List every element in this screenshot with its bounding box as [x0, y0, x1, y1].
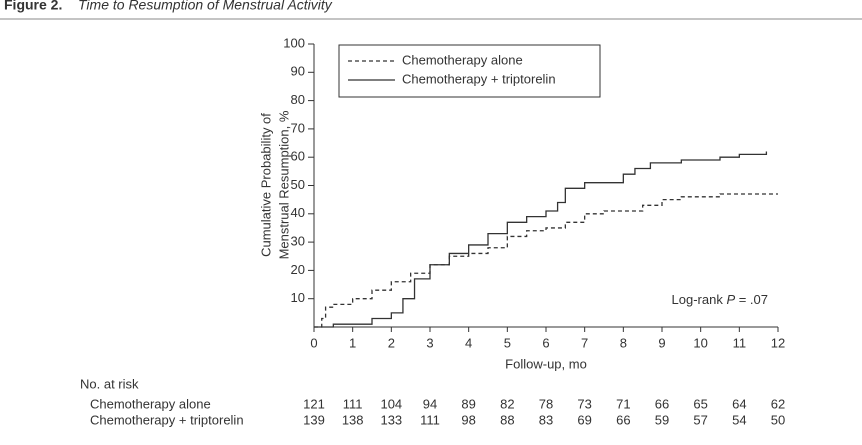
x-tick-label: 2: [388, 335, 395, 350]
chart-title: Time to Resumption of Menstrual Activity: [78, 0, 333, 13]
risk-value: 78: [539, 396, 553, 411]
y-tick-label: 20: [291, 262, 305, 277]
risk-row-label: Chemotherapy alone: [90, 396, 211, 411]
y-axis-label: Cumulative Probability of: [258, 113, 273, 257]
y-axis-label: Menstrual Resumption, %: [276, 110, 291, 259]
risk-value: 66: [616, 412, 630, 427]
y-tick-label: 40: [291, 205, 305, 220]
series-line: [314, 151, 768, 328]
risk-value: 65: [693, 396, 707, 411]
y-tick-label: 80: [291, 92, 305, 107]
y-tick-label: 30: [291, 234, 305, 249]
series-line: [314, 193, 778, 328]
x-tick-label: 7: [581, 335, 588, 350]
risk-row-label: Chemotherapy + triptorelin: [90, 412, 244, 427]
legend-label: Chemotherapy + triptorelin: [402, 71, 556, 86]
legend-label: Chemotherapy alone: [402, 52, 523, 67]
annotation: Log-rank P = .07: [672, 292, 768, 307]
risk-value: 69: [577, 412, 591, 427]
x-tick-label: 12: [771, 335, 785, 350]
x-axis-label: Follow-up, mo: [505, 356, 587, 371]
y-tick-label: 70: [291, 120, 305, 135]
y-tick-label: 10: [291, 290, 305, 305]
y-tick-label: 60: [291, 149, 305, 164]
risk-value: 73: [577, 396, 591, 411]
risk-value: 138: [342, 412, 364, 427]
x-tick-label: 6: [542, 335, 549, 350]
risk-value: 71: [616, 396, 630, 411]
risk-value: 88: [500, 412, 514, 427]
x-tick-label: 11: [733, 335, 747, 350]
risk-value: 104: [380, 396, 402, 411]
risk-value: 111: [420, 412, 440, 427]
risk-value: 89: [461, 396, 475, 411]
x-tick-label: 9: [658, 335, 665, 350]
risk-value: 133: [380, 412, 402, 427]
risk-value: 62: [771, 396, 785, 411]
risk-value: 66: [655, 396, 669, 411]
risk-value: 64: [732, 396, 746, 411]
y-tick-label: 90: [291, 64, 305, 79]
x-tick-label: 0: [310, 335, 317, 350]
x-tick-label: 4: [465, 335, 472, 350]
risk-value: 50: [771, 412, 785, 427]
annotation-text: = .07: [735, 292, 768, 307]
x-tick-label: 8: [620, 335, 627, 350]
legend-box: [338, 44, 601, 98]
risk-value: 83: [539, 412, 553, 427]
figure-label: Figure 2.: [4, 0, 62, 13]
risk-table-title: No. at risk: [80, 376, 139, 391]
x-tick-label: 10: [693, 335, 707, 350]
risk-value: 82: [500, 396, 514, 411]
y-tick-label: 100: [283, 35, 305, 50]
x-tick-label: 1: [349, 335, 356, 350]
risk-value: 59: [655, 412, 669, 427]
x-tick-label: 3: [426, 335, 433, 350]
risk-value: 98: [461, 412, 475, 427]
annotation-text: Log-rank: [672, 292, 727, 307]
x-tick-label: 5: [504, 335, 511, 350]
risk-value: 139: [303, 412, 325, 427]
risk-value: 57: [693, 412, 707, 427]
risk-value: 94: [423, 396, 437, 411]
y-tick-label: 50: [291, 177, 305, 192]
risk-value: 121: [303, 396, 325, 411]
risk-value: 54: [732, 412, 746, 427]
annotation-p: P: [726, 292, 735, 307]
risk-value: 111: [343, 396, 363, 411]
